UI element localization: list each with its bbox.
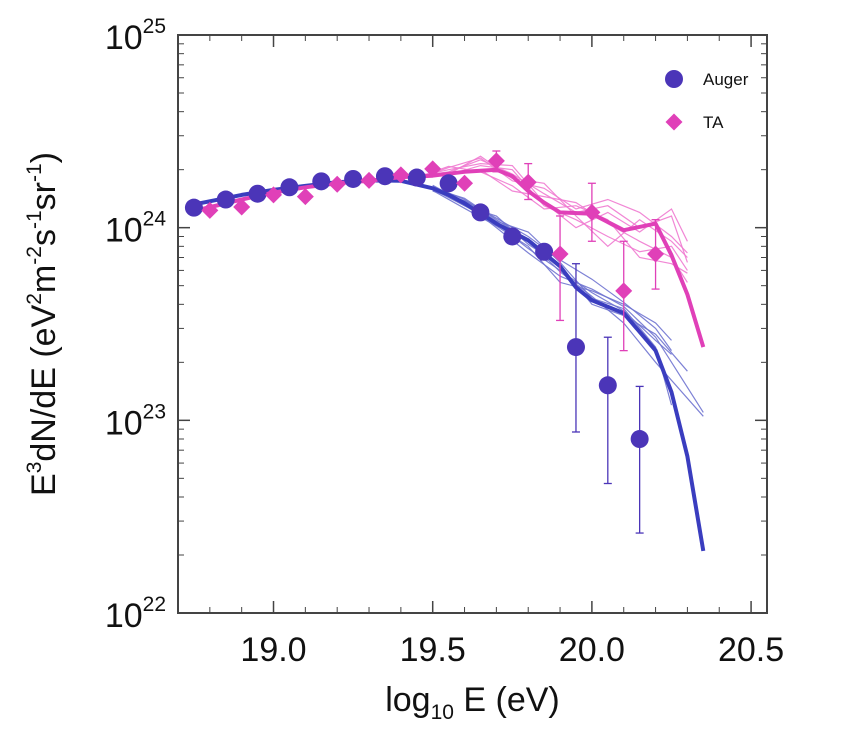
point-ta — [296, 188, 314, 206]
model-lines-layer — [193, 167, 706, 552]
y-tick-label: 1022 — [105, 593, 166, 635]
point-auger — [535, 242, 554, 261]
y-tick-label: 1023 — [105, 400, 166, 442]
ticks-layer: 19.0 19.5 20.0 20.5 1022 1023 1024 1025 — [105, 15, 784, 669]
point-auger — [280, 178, 299, 197]
point-ta — [456, 174, 474, 192]
legend-marker-ta — [665, 113, 683, 131]
legend: Auger TA — [665, 70, 749, 132]
point-auger — [216, 190, 235, 209]
point-ta — [424, 160, 442, 178]
point-auger — [375, 167, 394, 186]
point-ta — [360, 171, 378, 189]
plot-frame — [177, 34, 768, 614]
point-ta — [615, 282, 633, 300]
y-tick-label: 1024 — [105, 208, 167, 250]
point-auger — [566, 338, 585, 357]
point-ta — [519, 173, 537, 191]
legend-marker-auger — [665, 70, 683, 88]
mock-line-5 — [432, 185, 673, 406]
point-ta — [487, 152, 505, 170]
model-line-0 — [193, 178, 706, 552]
point-ta — [583, 203, 601, 221]
point-ta — [201, 201, 219, 219]
mock-line-7 — [416, 159, 688, 263]
point-auger — [407, 168, 426, 187]
legend-label-ta: TA — [703, 113, 724, 132]
x-tick-label: 20.5 — [718, 631, 784, 669]
point-ta — [233, 198, 251, 216]
mock-line-2 — [432, 187, 704, 417]
point-auger — [630, 430, 649, 449]
point-auger — [471, 203, 490, 222]
x-tick-label: 19.0 — [240, 631, 306, 669]
point-ta — [551, 245, 569, 263]
legend-label-auger: Auger — [703, 70, 749, 89]
y-tick-label: 1025 — [105, 15, 166, 57]
point-auger — [312, 172, 331, 191]
point-auger — [503, 227, 522, 246]
x-axis-title: log10 E (eV) — [385, 681, 560, 724]
point-auger — [184, 198, 203, 217]
point-ta — [265, 186, 283, 204]
point-auger — [344, 169, 363, 188]
point-auger — [248, 184, 267, 203]
point-ta — [392, 166, 410, 184]
point-auger — [439, 174, 458, 193]
markers-layer — [184, 152, 665, 449]
point-ta — [328, 175, 346, 193]
model-line-1 — [193, 167, 706, 348]
x-tick-label: 19.5 — [400, 631, 466, 669]
y-axis-title: E3dN/dE (eV2m-2s-1sr-1) — [23, 152, 63, 496]
x-tick-label: 20.0 — [559, 631, 625, 669]
point-ta — [647, 245, 665, 263]
point-auger — [598, 376, 617, 395]
